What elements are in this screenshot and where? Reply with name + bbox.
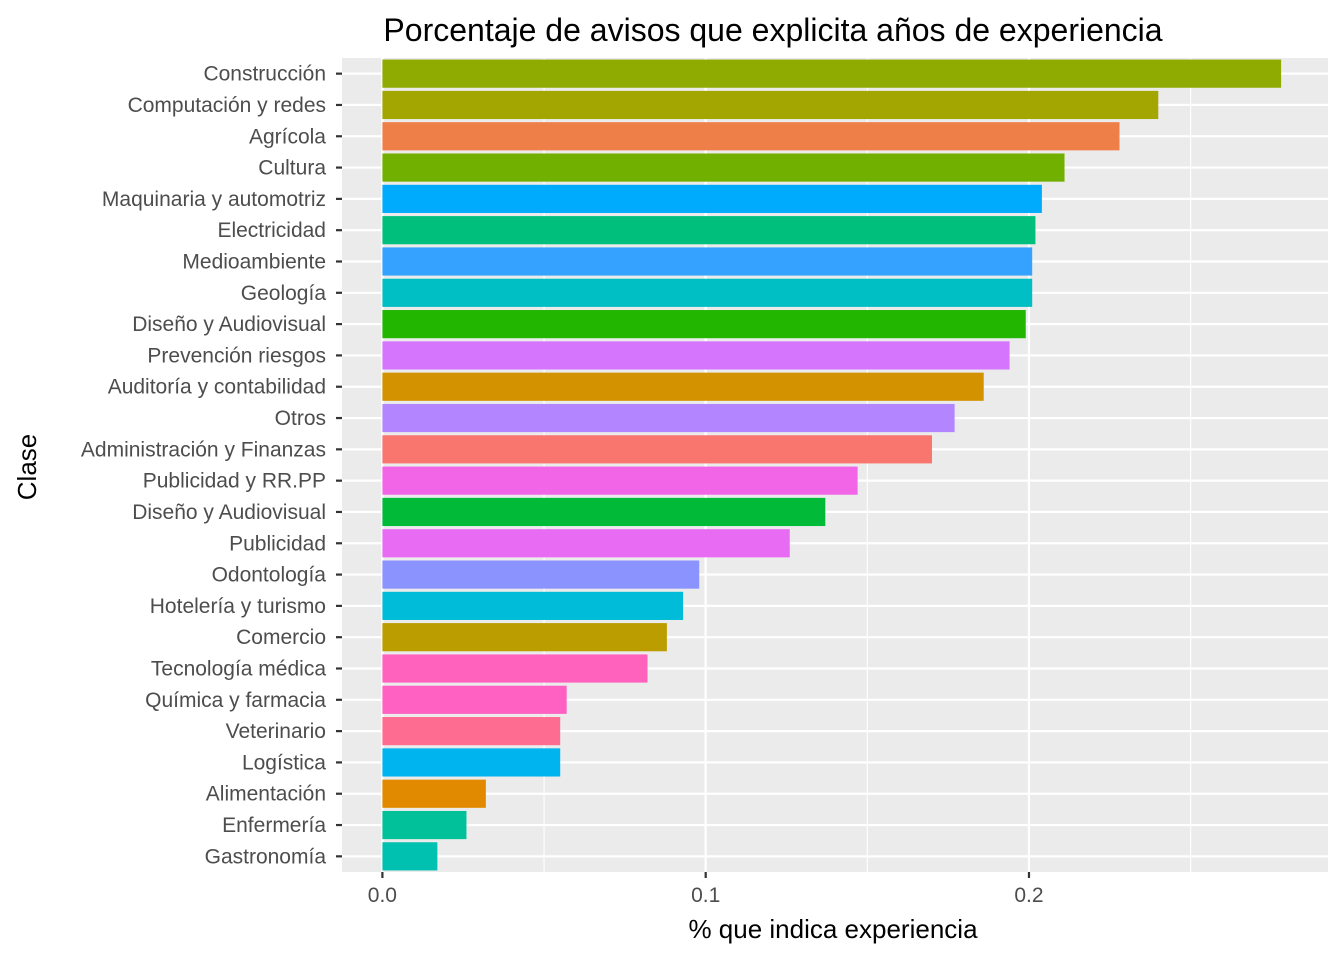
bar bbox=[382, 779, 486, 808]
y-tick-label: Electricidad bbox=[217, 219, 326, 242]
bar bbox=[382, 748, 561, 777]
bar bbox=[382, 278, 1033, 307]
y-tick-label: Auditoría y contabilidad bbox=[108, 376, 326, 399]
x-tick-label: 0.1 bbox=[691, 884, 720, 907]
x-axis: 0.0 0.1 0.2 bbox=[368, 872, 1044, 907]
y-tick-label: Diseño y Audiovisual bbox=[132, 501, 326, 524]
y-tick-label: Tecnología médica bbox=[151, 658, 326, 681]
bar bbox=[382, 717, 561, 746]
y-tick-label: Agrícola bbox=[249, 125, 326, 148]
x-tick-label: 0.2 bbox=[1014, 884, 1043, 907]
bar bbox=[382, 90, 1159, 120]
bar bbox=[382, 372, 984, 401]
y-tick-label: Odontología bbox=[212, 564, 327, 587]
bar bbox=[382, 529, 790, 558]
y-tick-label: Medioambiente bbox=[182, 251, 326, 274]
bar bbox=[382, 654, 648, 683]
y-tick-label: Maquinaria y automotriz bbox=[102, 188, 326, 211]
y-tick-label: Otros bbox=[275, 407, 326, 430]
y-tick-label: Publicidad y RR.PP bbox=[143, 470, 326, 493]
bar bbox=[382, 560, 700, 589]
bar bbox=[382, 497, 826, 527]
y-tick-label: Gastronomía bbox=[205, 845, 327, 868]
y-tick-label: Computación y redes bbox=[128, 94, 326, 117]
chart-title: Porcentaje de avisos que explicita años … bbox=[383, 12, 1162, 48]
bar bbox=[382, 842, 438, 871]
bar bbox=[382, 310, 1026, 339]
bar bbox=[382, 466, 858, 495]
bar bbox=[382, 184, 1042, 213]
y-tick-label: Administración y Finanzas bbox=[81, 438, 326, 461]
y-tick-label: Hotelería y turismo bbox=[150, 595, 326, 618]
x-tick-label: 0.0 bbox=[368, 884, 397, 907]
y-tick-label: Alimentación bbox=[206, 783, 326, 806]
y-axis-title: Clase bbox=[12, 434, 42, 500]
y-tick-label: Cultura bbox=[258, 157, 326, 180]
bar bbox=[382, 810, 467, 840]
bar bbox=[382, 685, 567, 714]
y-tick-label: Enfermería bbox=[222, 814, 326, 837]
y-tick-label: Publicidad bbox=[229, 532, 326, 555]
bar bbox=[382, 247, 1033, 276]
y-tick-label: Química y farmacia bbox=[145, 689, 326, 712]
bar bbox=[382, 623, 667, 652]
y-tick-label: Comercio bbox=[236, 626, 326, 649]
y-tick-label: Construcción bbox=[203, 63, 326, 86]
bar bbox=[382, 435, 932, 464]
bar bbox=[382, 341, 1010, 370]
y-tick-label: Veterinario bbox=[226, 720, 326, 743]
y-tick-label: Geología bbox=[241, 282, 327, 305]
bar bbox=[382, 403, 955, 433]
y-axis: Construcción Computación y redes Agrícola C… bbox=[81, 63, 342, 868]
y-tick-label: Prevención riesgos bbox=[147, 344, 326, 367]
bars bbox=[382, 59, 1282, 871]
bar bbox=[382, 216, 1036, 245]
bar bbox=[382, 59, 1282, 88]
y-tick-label: Logística bbox=[242, 751, 326, 774]
bar bbox=[382, 122, 1120, 151]
bar bbox=[382, 591, 684, 620]
y-tick-label: Diseño y Audiovisual bbox=[132, 313, 326, 336]
x-axis-title: % que indica experiencia bbox=[688, 914, 978, 944]
bar bbox=[382, 153, 1065, 182]
